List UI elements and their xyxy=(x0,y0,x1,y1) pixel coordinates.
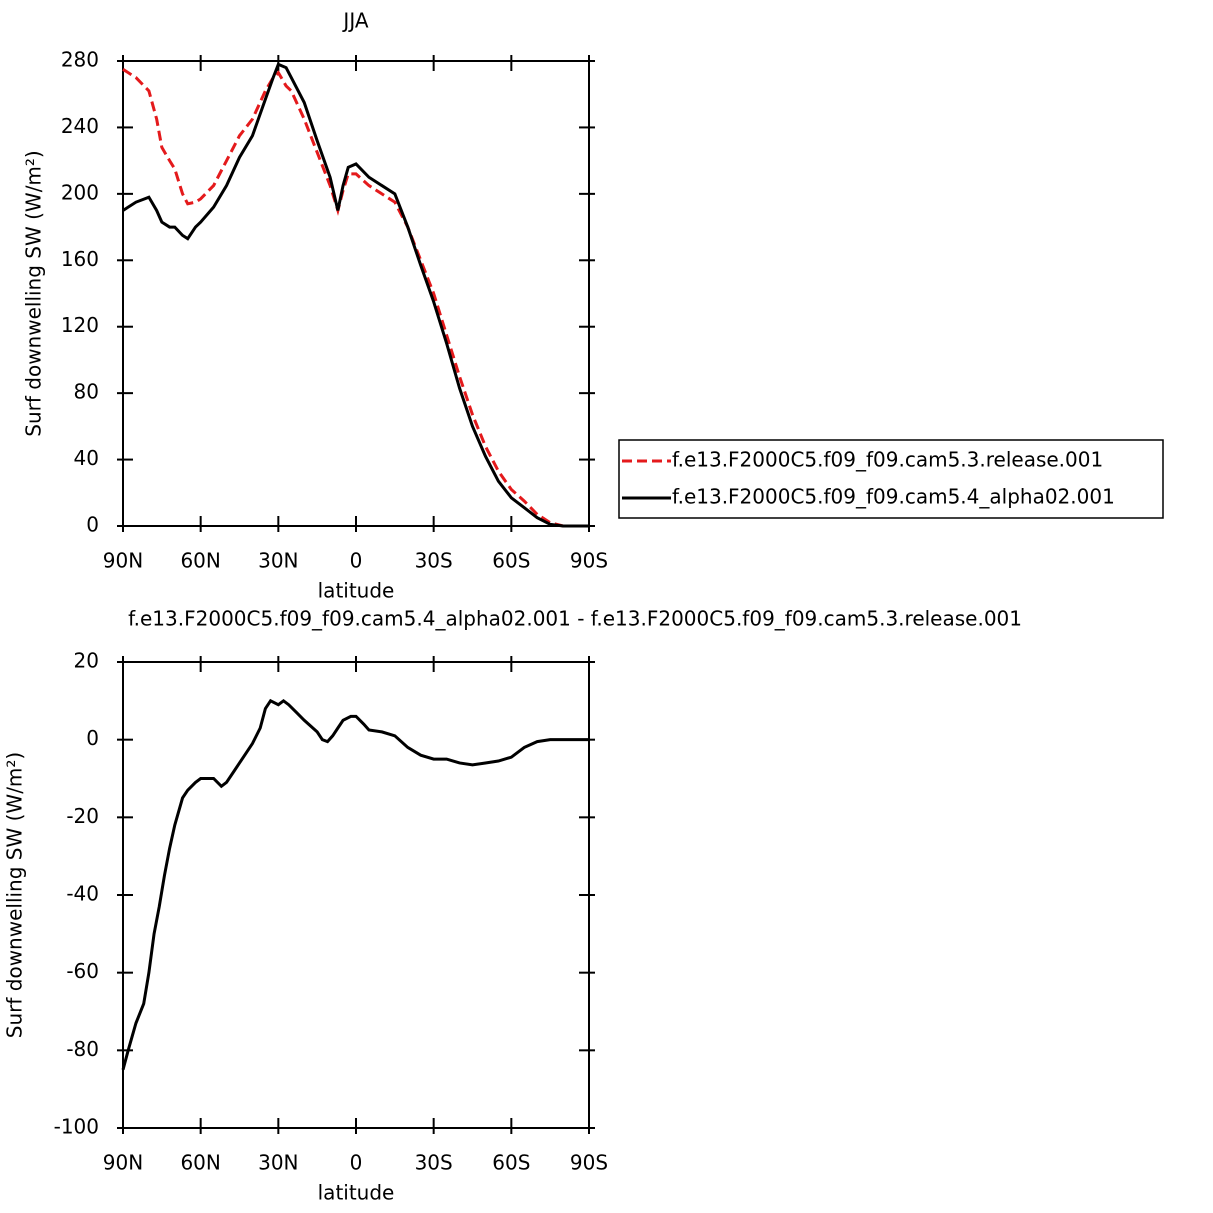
x-tick-label: 90S xyxy=(570,549,608,573)
y-tick-label: -20 xyxy=(66,804,99,828)
x-axis-label: latitude xyxy=(318,579,395,603)
y-tick-label: 200 xyxy=(61,180,99,204)
y-tick-label: 160 xyxy=(61,247,99,271)
y-tick-label: -100 xyxy=(54,1115,99,1139)
legend-label: f.e13.F2000C5.f09_f09.cam5.4_alpha02.001 xyxy=(672,485,1115,509)
plot-frame xyxy=(122,661,590,1129)
x-tick-label: 60N xyxy=(180,549,220,573)
y-tick-label: 280 xyxy=(61,48,99,72)
y-tick-label: 240 xyxy=(61,114,99,138)
x-tick-label: 90N xyxy=(103,1151,143,1175)
plot-frame xyxy=(122,60,590,527)
y-tick-label: -60 xyxy=(66,959,99,983)
x-tick-label: 30N xyxy=(258,1151,298,1175)
chart-title: JJA xyxy=(341,9,368,33)
chart-title: f.e13.F2000C5.f09_f09.cam5.4_alpha02.001… xyxy=(128,607,1022,631)
x-tick-label: 0 xyxy=(350,549,363,573)
x-tick-label: 90N xyxy=(103,549,143,573)
x-axis-label: latitude xyxy=(318,1181,395,1205)
x-tick-label: 90S xyxy=(570,1151,608,1175)
x-tick-label: 0 xyxy=(350,1151,363,1175)
y-tick-label: -40 xyxy=(66,882,99,906)
x-tick-label: 30S xyxy=(415,549,453,573)
x-tick-label: 60N xyxy=(180,1151,220,1175)
y-tick-label: 0 xyxy=(86,513,99,537)
data-line xyxy=(122,68,589,528)
legend-box xyxy=(618,439,1164,519)
y-tick-label: 80 xyxy=(74,380,99,404)
x-tick-label: 30S xyxy=(415,1151,453,1175)
legend-label: f.e13.F2000C5.f09_f09.cam5.3.release.001 xyxy=(672,448,1103,472)
y-axis-label: Surf downwelling SW (W/m²) xyxy=(3,752,27,1038)
x-tick-label: 60S xyxy=(492,1151,530,1175)
data-line xyxy=(121,698,589,1071)
y-tick-label: 40 xyxy=(74,446,99,470)
y-axis-label: Surf downwelling SW (W/m²) xyxy=(22,150,46,436)
y-tick-label: 0 xyxy=(86,726,99,750)
x-tick-label: 30N xyxy=(258,549,298,573)
data-line xyxy=(122,62,589,528)
y-tick-label: 20 xyxy=(74,649,99,673)
y-tick-label: 120 xyxy=(61,313,99,337)
y-tick-label: -80 xyxy=(66,1037,99,1061)
x-tick-label: 60S xyxy=(492,549,530,573)
